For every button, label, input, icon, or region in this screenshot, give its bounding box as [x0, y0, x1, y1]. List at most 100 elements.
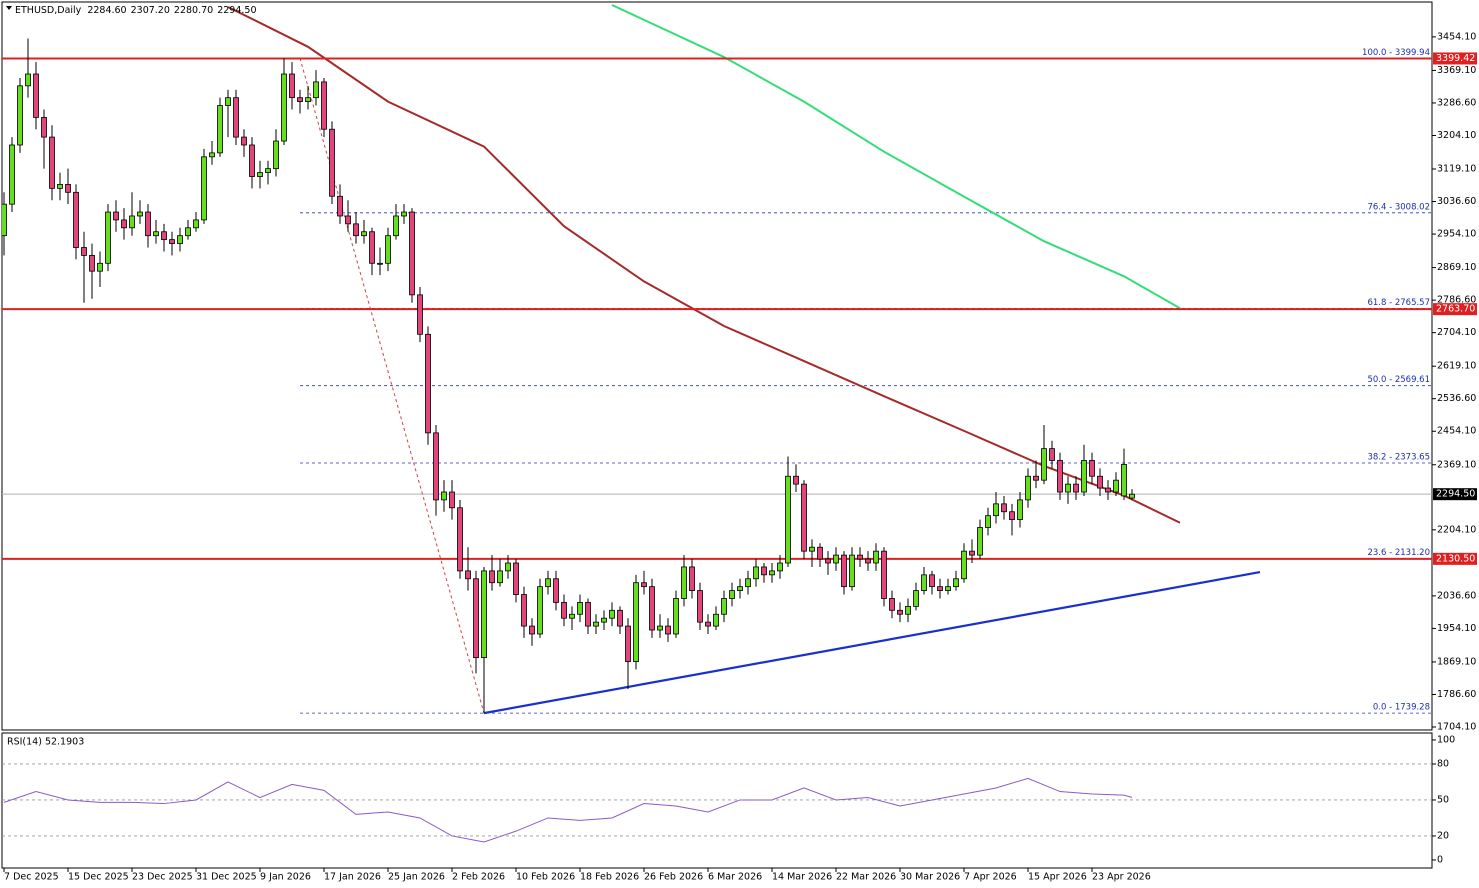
candle-body — [457, 507, 463, 572]
candle-body — [137, 211, 143, 217]
candle-body — [353, 223, 359, 237]
candle-body — [705, 621, 711, 627]
candle-body — [169, 239, 175, 244]
y-tick-label: 1869.10 — [1437, 656, 1476, 667]
rsi-tick-label: 100 — [1437, 734, 1455, 745]
candle-body — [449, 491, 455, 509]
candle-body — [97, 262, 103, 272]
x-tick-label: 10 Feb 2026 — [516, 872, 575, 883]
candle-body — [153, 231, 159, 237]
candle-body — [761, 566, 767, 576]
rsi-panel — [1, 732, 1433, 869]
candle-body — [729, 590, 735, 599]
y-tick-label: 2954.10 — [1437, 229, 1476, 240]
candle-body — [1105, 487, 1111, 493]
candle-body — [1129, 493, 1135, 499]
candle-body — [257, 172, 263, 177]
candle-body — [945, 586, 951, 591]
candle-body — [241, 136, 247, 146]
price-panel — [1, 1, 1433, 731]
candle-body — [161, 231, 167, 241]
candle-body — [305, 97, 311, 103]
candle-body — [409, 211, 415, 296]
candle-body — [1121, 464, 1127, 497]
x-tick-label: 30 Mar 2026 — [900, 872, 960, 883]
candle-body — [585, 602, 591, 627]
candle-body — [313, 81, 319, 99]
candle-body — [113, 211, 119, 221]
candle-body — [465, 570, 471, 580]
header-icon — [6, 6, 12, 10]
candle-body — [745, 578, 751, 588]
candle-body — [225, 97, 231, 106]
candle-body — [697, 590, 703, 623]
candle-body — [681, 566, 687, 599]
candle-body — [953, 578, 959, 588]
candle-body — [489, 570, 495, 584]
candle-body — [753, 566, 759, 580]
candle-body — [841, 554, 847, 588]
y-tick-label: 3204.10 — [1437, 130, 1476, 141]
candle-body — [185, 227, 191, 237]
level-tag — [1433, 52, 1477, 65]
fib-label: 23.6 - 2131.20 — [1367, 548, 1430, 558]
candle-body — [25, 73, 31, 87]
y-tick-label: 3454.10 — [1437, 31, 1476, 42]
candle-body — [1097, 475, 1103, 489]
candle-body — [897, 609, 903, 615]
price-plot: 100.0 - 3399.94 76.4 - 3008.02 61.8 - 2765… — [2, 4, 1432, 715]
x-tick-label: 17 Jan 2026 — [324, 872, 381, 883]
header: ETHUSD,Daily 2284.60 2307.20 2280.70 2294.50 — [15, 5, 257, 16]
candle-body — [89, 255, 95, 272]
candle-body — [801, 483, 807, 552]
candle-body — [1033, 475, 1039, 481]
candle-body — [849, 554, 855, 588]
candle-body — [1057, 460, 1063, 493]
price-tag — [1433, 488, 1477, 501]
trendline — [299, 58, 485, 714]
candle-body — [577, 602, 583, 615]
candle-body — [521, 594, 527, 627]
candle-body — [825, 558, 831, 564]
candle-body — [1049, 448, 1055, 461]
rsi-line — [3, 777, 1133, 843]
level-tag-label: 2763.70 — [1436, 304, 1475, 315]
candle-body — [105, 211, 111, 264]
candle-body — [33, 73, 39, 118]
price-tag-label: 2294.50 — [1436, 489, 1475, 500]
candle-body — [129, 215, 135, 229]
candle-body — [921, 574, 927, 591]
symbol: ETHUSD,Daily — [15, 5, 82, 16]
low: 2280.70 — [174, 5, 213, 16]
candle-body — [177, 235, 183, 244]
rsi-tick-label: 20 — [1437, 830, 1449, 841]
y-tick-label: 1786.60 — [1437, 689, 1476, 700]
x-tick-label: 25 Jan 2026 — [388, 872, 445, 883]
candle-body — [393, 215, 399, 237]
candle-body — [657, 625, 663, 631]
candle-body — [9, 144, 15, 205]
candle-body — [665, 625, 671, 635]
candle-body — [217, 105, 223, 154]
candle-body — [361, 231, 367, 237]
candle-body — [297, 97, 303, 103]
candle-body — [1025, 475, 1031, 501]
candle-body — [1001, 503, 1007, 513]
candle-body — [609, 609, 615, 619]
candle-body — [969, 550, 975, 556]
fib-label: 50.0 - 2569.61 — [1367, 375, 1430, 385]
rsi-plot — [2, 763, 1432, 843]
candle-body — [1073, 483, 1079, 493]
level-tag-label: 3399.42 — [1436, 53, 1475, 64]
candle-body — [49, 136, 55, 189]
x-tick-label: 31 Dec 2025 — [196, 872, 257, 883]
y-tick-label: 3286.60 — [1437, 97, 1476, 108]
candle-body — [57, 184, 63, 189]
y-tick-label: 1704.10 — [1437, 722, 1476, 733]
fib-label: 38.2 - 2373.65 — [1367, 452, 1430, 462]
candle-body — [689, 566, 695, 591]
x-tick-label: 14 Mar 2026 — [772, 872, 832, 883]
candle-body — [617, 609, 623, 627]
rsi-tick-label: 80 — [1437, 758, 1449, 769]
y-tick-label: 2869.10 — [1437, 262, 1476, 273]
